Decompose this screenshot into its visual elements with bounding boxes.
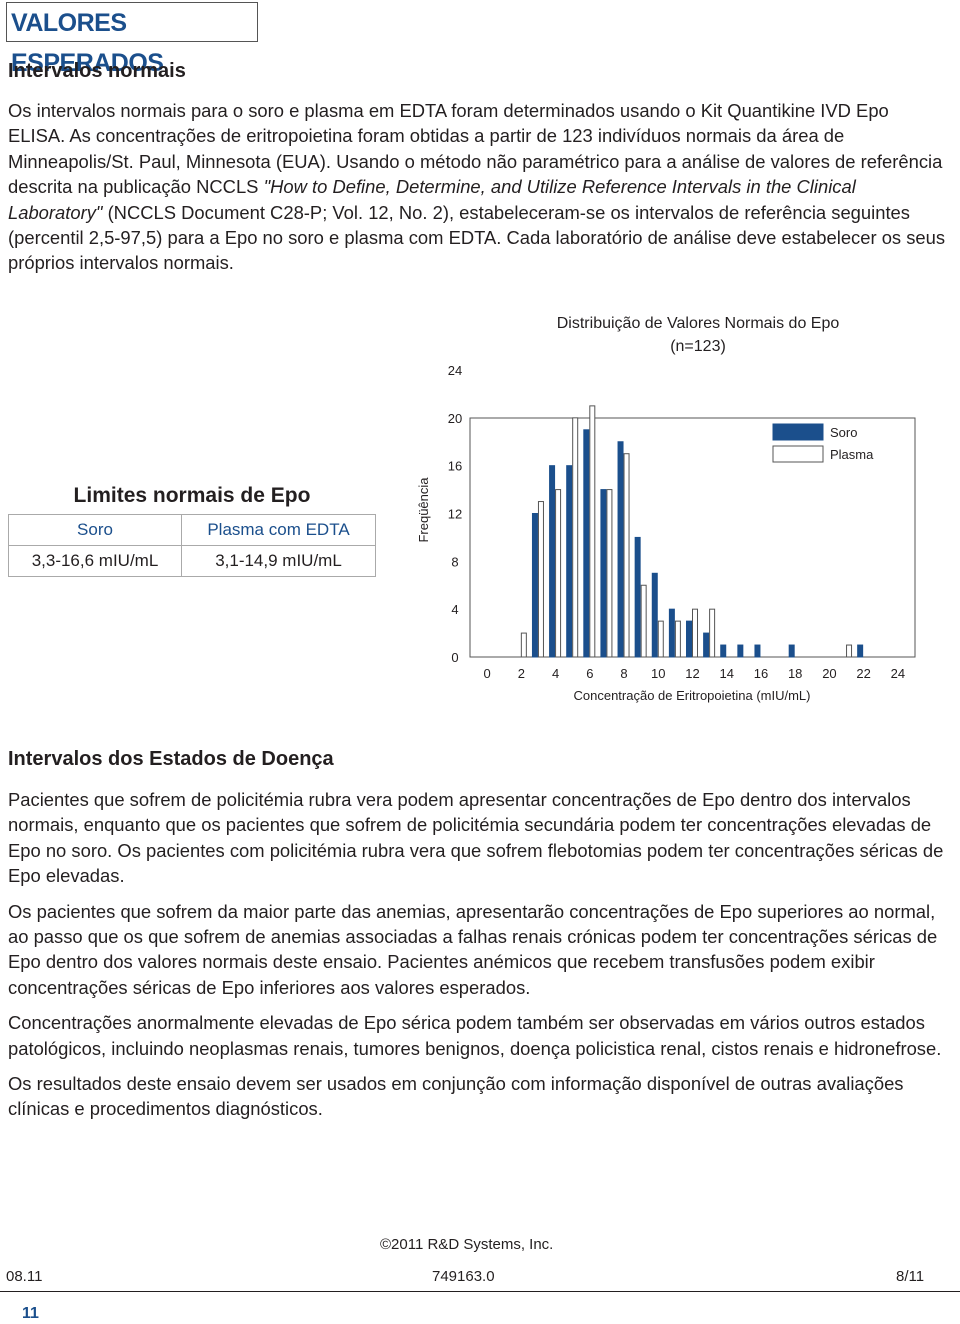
bar [549,465,556,658]
bar [703,632,710,658]
paragraph: Os pacientes que sofrem da maior parte d… [8,899,948,1001]
legend-swatch [772,423,824,441]
x-tick-label: 16 [754,666,768,681]
bar [657,620,664,658]
bar [692,608,698,658]
bar [674,620,681,658]
y-tick-label: 24 [448,363,462,378]
table-title: Limites normais de Epo [73,484,311,507]
bar [572,417,579,658]
footer-date: 08.11 [6,1268,43,1285]
bar [857,644,864,658]
text: Concentrações anormalmente elevadas de E… [8,1012,942,1059]
bar [846,644,853,658]
x-tick-label: 8 [620,666,627,681]
footer-code: 749163.0 [432,1268,495,1285]
bar [668,608,675,658]
y-axis-label: Freqüência [416,477,431,543]
y-tick-label: 4 [451,602,458,617]
x-tick-label: 2 [518,666,525,681]
text: Os resultados deste ensaio devem ser usa… [8,1073,904,1120]
x-tick-label: 22 [856,666,870,681]
bar [555,489,562,658]
text: Os pacientes que sofrem da maior parte d… [8,900,938,998]
y-tick-label: 16 [448,459,462,474]
paragraph: Concentrações anormalmente elevadas de E… [8,1010,948,1061]
y-tick-label: 12 [448,507,462,522]
paragraph: Os resultados deste ensaio devem ser usa… [8,1071,948,1122]
x-tick-label: 12 [685,666,699,681]
bar [520,632,527,658]
bar [709,608,716,658]
table-header: Plasma com EDTA [181,514,376,546]
bar [606,489,613,658]
footer-rule [0,1291,960,1292]
y-tick-label: 0 [451,650,458,665]
x-tick-label: 10 [651,666,665,681]
x-tick-label: 4 [552,666,559,681]
footer-version: 8/11 [896,1268,925,1285]
paragraph: Pacientes que sofrem de policitémia rubr… [8,787,948,889]
bar [617,441,624,658]
bar [566,465,573,658]
bar [754,644,761,658]
legend-swatch [772,445,824,463]
x-axis-label: Concentração de Eritropoietina (mIU/mL) [574,688,811,703]
paragraph: Os intervalos normais para o soro e plas… [8,98,948,276]
x-tick-label: 0 [483,666,490,681]
text: Pacientes que sofrem de policitémia rubr… [8,789,944,887]
bar [737,644,744,658]
chart-subtitle: (n=123) [670,338,726,355]
x-tick-label: 14 [719,666,733,681]
table-cell: 3,1-14,9 mIU/mL [181,545,376,577]
chart-title: Distribuição de Valores Normais do Epo [557,315,840,332]
bar [634,536,641,658]
chart: Distribuição de Valores Normais do Epo (… [416,315,916,703]
bar [640,584,647,658]
bar [531,513,538,658]
bar [589,405,596,658]
y-tick-label: 20 [448,411,462,426]
x-tick-label: 24 [891,666,905,681]
y-tick-label: 8 [451,554,458,569]
section-heading: Intervalos dos Estados de Doença [8,748,334,770]
legend-label: Plasma [830,447,874,462]
legend-label: Soro [830,425,857,440]
page-number: 11 [22,1305,39,1322]
x-tick-label: 20 [822,666,836,681]
copyright: ©2011 R&D Systems, Inc. [380,1236,554,1253]
bar [537,501,544,658]
text: Os intervalos normais para o soro e plas… [8,100,943,198]
section-body: Pacientes que sofrem de policitémia rubr… [8,787,948,1132]
text: "How to Define, Determine, and Utilize R… [8,176,856,223]
limits-table: Limites normais de Epo Soro Plasma com ED… [8,478,376,577]
bar [720,644,727,658]
bar [600,489,607,658]
bar [651,572,658,658]
bar [686,620,692,658]
x-tick-label: 18 [788,666,802,681]
bar [623,453,630,658]
table-cell: 3,3-16,6 mIU/mL [8,545,182,577]
bar [583,429,590,658]
text: (NCCLS Document C28-P; Vol. 12, No. 2), … [8,201,946,274]
section-heading: Intervalos normais [8,60,186,82]
bar [788,644,795,658]
x-tick-label: 6 [586,666,593,681]
page-title: VALORES ESPERADOS [6,2,258,77]
